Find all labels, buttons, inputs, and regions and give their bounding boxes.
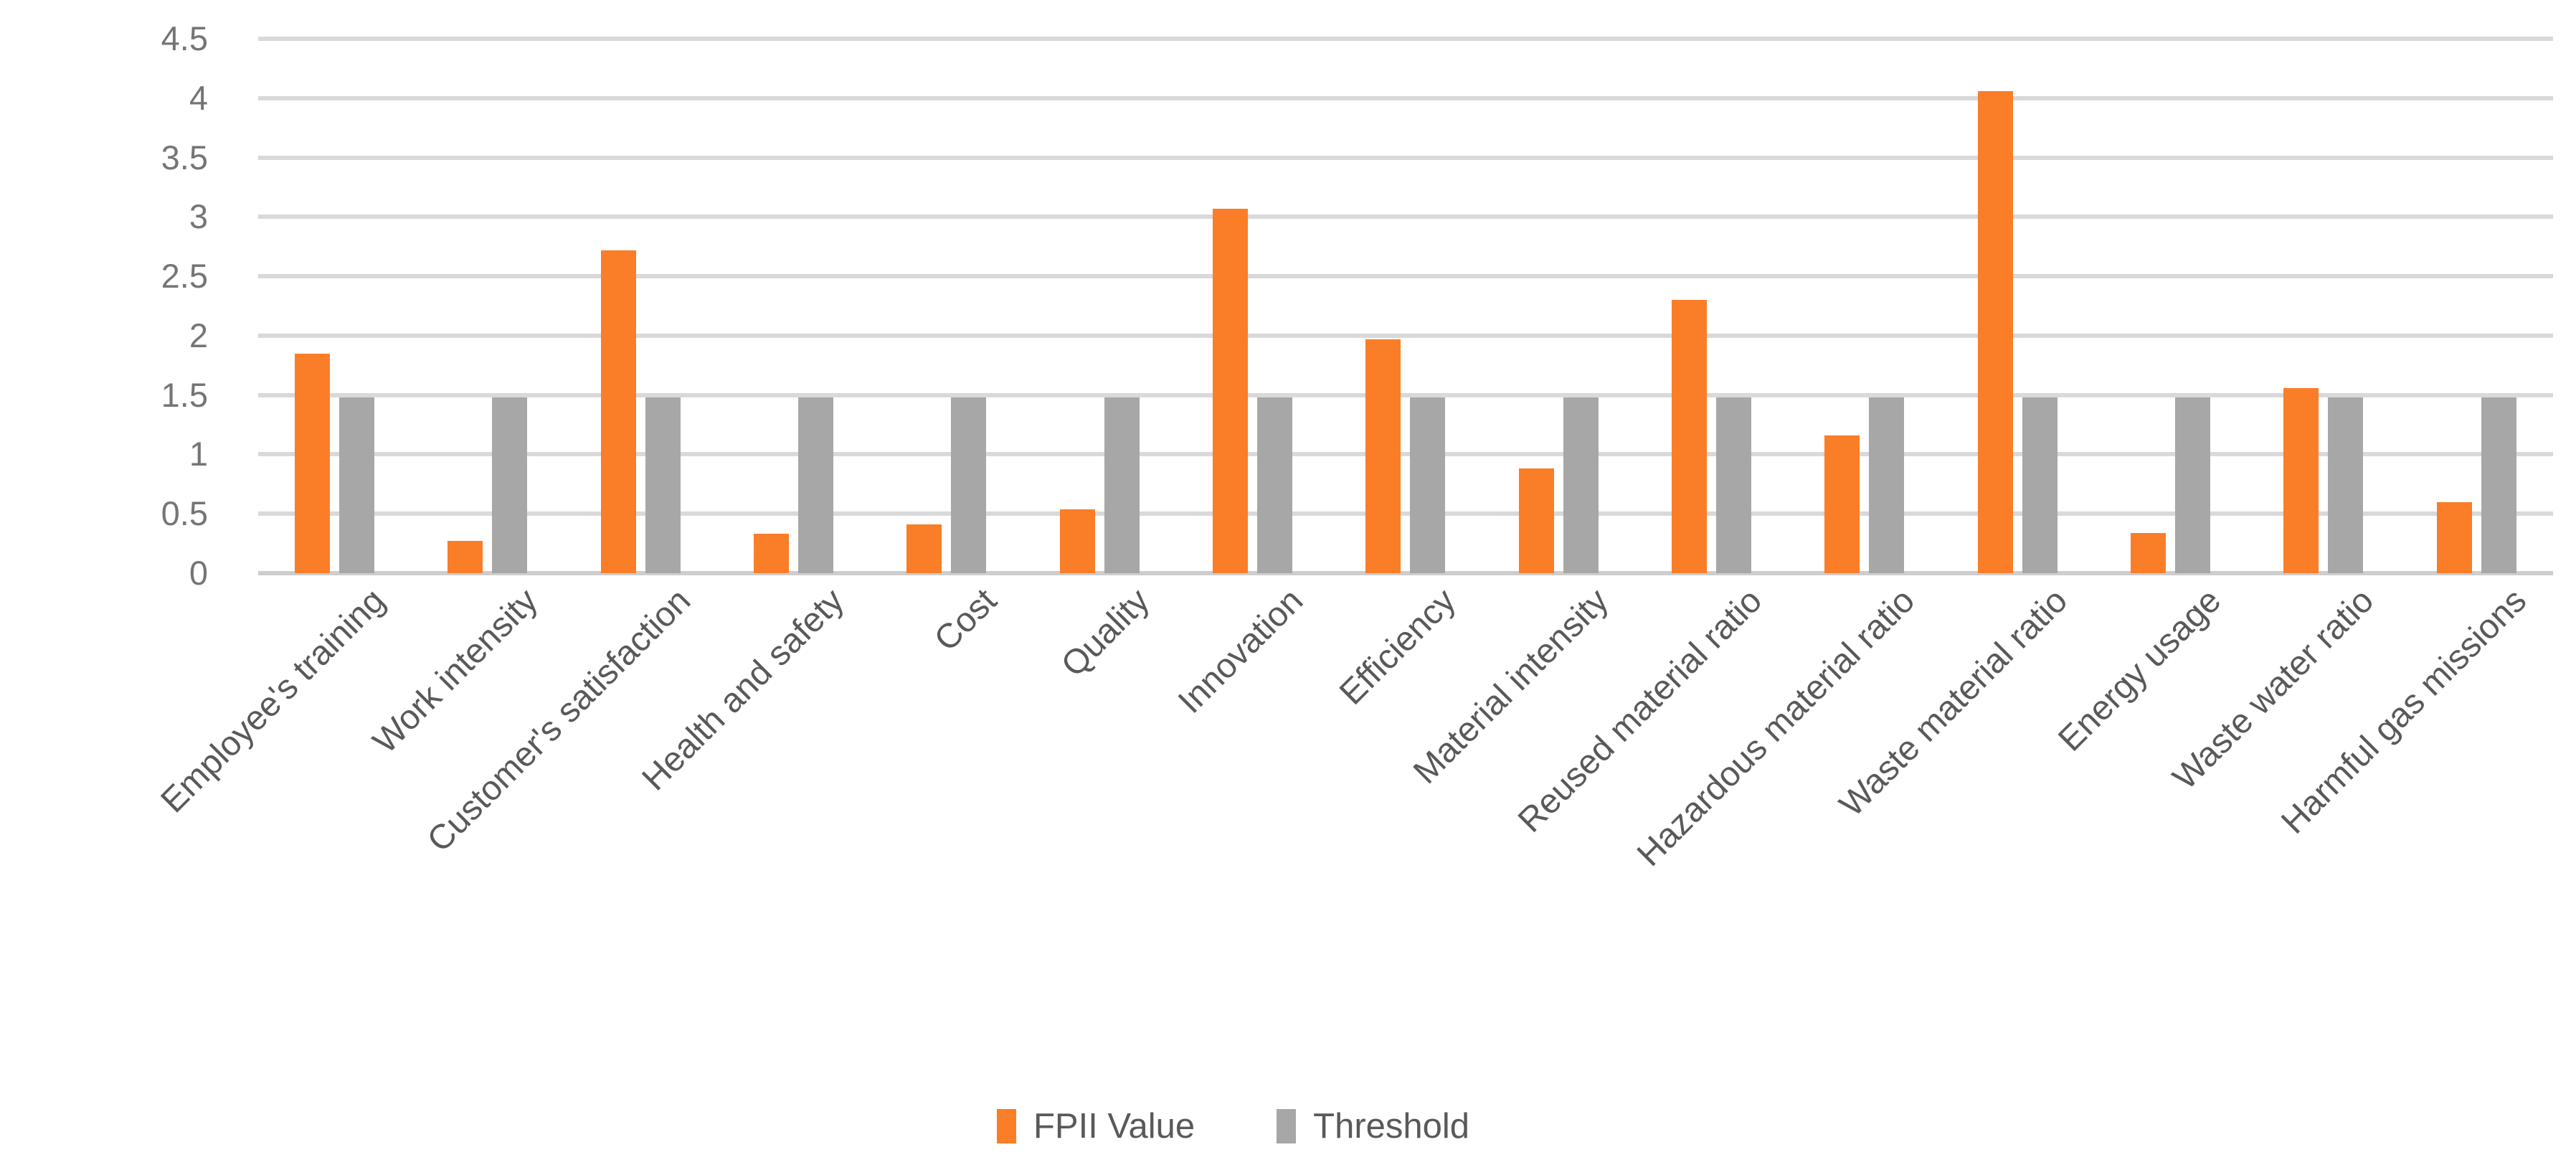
fpii-bar-14[interactable] bbox=[2283, 387, 2319, 573]
y-tick-label-1: 1 bbox=[189, 435, 208, 473]
gridline-y-3 bbox=[258, 214, 2553, 220]
bar-group-1 bbox=[258, 39, 411, 573]
threshold-bar-11[interactable] bbox=[1869, 397, 1905, 573]
x-axis-line bbox=[258, 571, 2553, 575]
bar-group-8 bbox=[1329, 39, 1482, 573]
threshold-bar-1[interactable] bbox=[339, 397, 375, 573]
y-tick-label-0: 0 bbox=[189, 554, 208, 592]
fpii-bar-15[interactable] bbox=[2436, 501, 2472, 573]
bar-group-15 bbox=[2400, 39, 2553, 573]
bar-group-5 bbox=[870, 39, 1023, 573]
bar-group-6 bbox=[1023, 39, 1176, 573]
fpii-bar-6[interactable] bbox=[1059, 509, 1095, 573]
legend-label-threshold[interactable]: Threshold bbox=[1313, 1107, 1470, 1146]
threshold-bar-10[interactable] bbox=[1716, 397, 1752, 573]
threshold-bar-7[interactable] bbox=[1257, 397, 1293, 573]
threshold-bar-14[interactable] bbox=[2328, 397, 2364, 573]
legend-label-fpii-value[interactable]: FPII Value bbox=[1033, 1107, 1195, 1146]
y-tick-label-2: 2 bbox=[189, 316, 208, 354]
gridline-y-1.5 bbox=[258, 392, 2553, 397]
fpii-bar-12[interactable] bbox=[1977, 90, 2013, 573]
fpii-bar-2[interactable] bbox=[448, 541, 483, 573]
threshold-bar-9[interactable] bbox=[1563, 397, 1599, 573]
fpii-bar-11[interactable] bbox=[1824, 435, 1860, 573]
fpii-bar-13[interactable] bbox=[2131, 532, 2167, 573]
bar-group-14 bbox=[2247, 39, 2400, 573]
fpii-bar-10[interactable] bbox=[1672, 300, 1708, 573]
bar-group-11 bbox=[1788, 39, 1941, 573]
gridline-y-3.5 bbox=[258, 155, 2553, 160]
threshold-bar-4[interactable] bbox=[798, 397, 834, 573]
bar-group-3 bbox=[564, 39, 717, 573]
threshold-bar-12[interactable] bbox=[2022, 397, 2058, 573]
legend-swatch-fpii-value[interactable] bbox=[997, 1109, 1016, 1143]
bar-group-10 bbox=[1635, 39, 1788, 573]
threshold-bar-3[interactable] bbox=[645, 397, 681, 573]
bar-group-13 bbox=[2094, 39, 2247, 573]
fpii-bar-9[interactable] bbox=[1518, 468, 1554, 573]
gridline-y-4.5 bbox=[258, 37, 2553, 41]
threshold-bar-2[interactable] bbox=[492, 397, 528, 573]
threshold-bar-6[interactable] bbox=[1104, 397, 1140, 573]
fpii-bar-1[interactable] bbox=[295, 353, 331, 573]
chart-legend: FPII Value Threshold bbox=[997, 1105, 1469, 1148]
y-tick-label-2.5: 2.5 bbox=[161, 257, 208, 296]
fpii-bar-8[interactable] bbox=[1365, 339, 1401, 573]
plot-area bbox=[258, 37, 2553, 575]
y-tick-label-4.5: 4.5 bbox=[161, 19, 208, 57]
fpii-bar-4[interactable] bbox=[754, 534, 790, 573]
threshold-bar-15[interactable] bbox=[2481, 397, 2516, 573]
gridline-y-0.5 bbox=[258, 511, 2553, 517]
bar-group-2 bbox=[411, 39, 564, 573]
threshold-bar-13[interactable] bbox=[2175, 397, 2211, 573]
legend-spacer bbox=[1212, 1126, 1259, 1127]
y-tick-label-4: 4 bbox=[189, 78, 208, 117]
bar-group-7 bbox=[1176, 39, 1329, 573]
y-tick-label-0.5: 0.5 bbox=[161, 494, 208, 533]
threshold-bar-8[interactable] bbox=[1410, 397, 1446, 573]
gridline-y-2 bbox=[258, 333, 2553, 338]
bar-group-9 bbox=[1482, 39, 1635, 573]
gridline-y-4 bbox=[258, 95, 2553, 100]
gridline-y-2.5 bbox=[258, 274, 2553, 279]
legend-swatch-threshold[interactable] bbox=[1277, 1109, 1297, 1143]
y-tick-label-3: 3 bbox=[189, 197, 208, 236]
fpii-bar-3[interactable] bbox=[600, 250, 636, 573]
bar-group-4 bbox=[717, 39, 870, 573]
gridline-y-1 bbox=[258, 452, 2553, 457]
bar-group-12 bbox=[1941, 39, 2094, 573]
y-tick-label-3.5: 3.5 bbox=[161, 138, 208, 176]
fpii-bar-5[interactable] bbox=[906, 524, 942, 573]
threshold-bar-5[interactable] bbox=[951, 397, 987, 573]
fpii-bar-7[interactable] bbox=[1213, 208, 1249, 573]
y-tick-label-1.5: 1.5 bbox=[161, 375, 208, 414]
